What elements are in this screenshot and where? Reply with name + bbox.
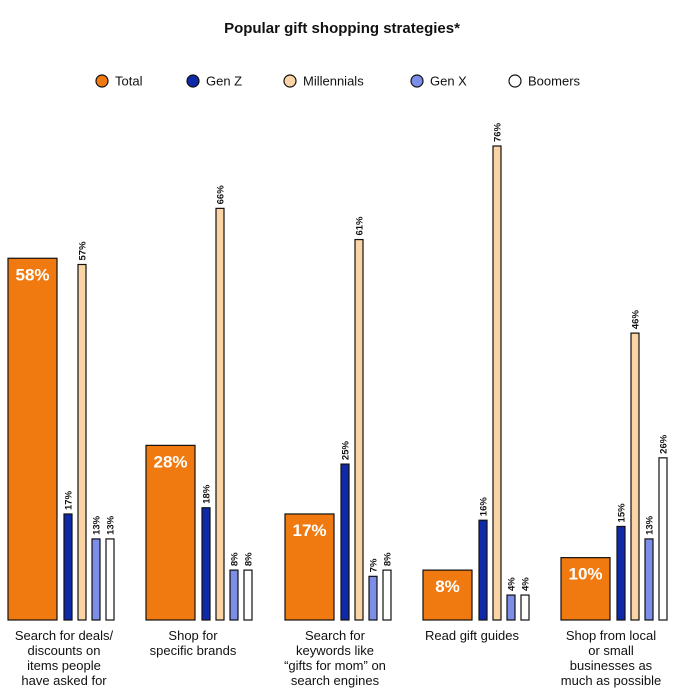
data-label-total-5: 10% xyxy=(568,565,602,584)
bar-gen-x-2 xyxy=(229,569,239,621)
legend-label-total: Total xyxy=(115,74,143,89)
bar-boomers-5 xyxy=(658,457,668,621)
bar-boomers-2 xyxy=(243,569,253,621)
data-label-total-1: 58% xyxy=(15,265,49,284)
bar-gen-z-4 xyxy=(478,519,488,621)
data-label-gen-z-4: 16% xyxy=(479,497,490,517)
bar-boomers-3 xyxy=(382,569,392,621)
legend-label-gen-x: Gen X xyxy=(430,74,467,89)
data-label-gen-x-4: 4% xyxy=(507,577,518,591)
data-label-total-4: 8% xyxy=(435,577,460,596)
data-label-gen-z-2: 18% xyxy=(202,484,213,504)
bar-total-4 xyxy=(422,569,473,621)
category-label-line: specific brands xyxy=(150,643,237,658)
data-label-gen-z-1: 17% xyxy=(64,490,75,510)
category-label-line: much as possible xyxy=(561,673,661,688)
category-label-line: businesses as xyxy=(570,658,653,673)
category-label-2: Shop for specific brands xyxy=(150,628,237,658)
category-label-line: Shop for xyxy=(168,628,218,643)
category-label-line: keywords like xyxy=(296,643,374,658)
bar-gen-z-5 xyxy=(616,525,626,621)
data-label-gen-x-3: 7% xyxy=(369,558,380,572)
legend-swatch-total xyxy=(95,74,109,88)
category-label-3: Search for keywords like “gifts for mom” o… xyxy=(284,628,386,688)
legend-label-millennials: Millennials xyxy=(303,74,364,89)
category-label-line: search engines xyxy=(291,673,380,688)
data-label-total-2: 28% xyxy=(153,452,187,471)
legend-label-gen-z: Gen Z xyxy=(206,74,242,89)
bar-gen-z-2 xyxy=(201,507,211,621)
bar-boomers-4 xyxy=(520,594,530,621)
bar-gen-z-1 xyxy=(63,513,73,621)
category-label-line: items people xyxy=(27,658,101,673)
legend-swatch-gen-z xyxy=(186,74,200,88)
bar-gen-x-1 xyxy=(91,538,101,621)
data-label-gen-x-2: 8% xyxy=(230,552,241,566)
data-label-boomers-3: 8% xyxy=(383,552,394,566)
bar-millennials-4 xyxy=(492,145,502,621)
category-label-line: Search for xyxy=(305,628,366,643)
bar-total-2 xyxy=(145,444,196,621)
category-label-line: discounts on xyxy=(28,643,101,658)
data-label-boomers-4: 4% xyxy=(521,577,532,591)
bar-total-5 xyxy=(560,557,611,621)
data-label-millennials-2: 66% xyxy=(216,185,227,205)
bar-millennials-5 xyxy=(630,332,640,621)
bar-total-1 xyxy=(7,257,58,621)
chart-title: Popular gift shopping strategies* xyxy=(224,20,460,37)
category-label-4: Read gift guides xyxy=(425,628,519,643)
data-label-millennials-5: 46% xyxy=(631,310,642,330)
legend-swatch-gen-x xyxy=(410,74,424,88)
data-label-gen-z-3: 25% xyxy=(341,441,352,461)
bar-millennials-2 xyxy=(215,207,225,621)
bar-boomers-1 xyxy=(105,538,115,621)
category-label-line: Search for deals/ xyxy=(15,628,114,643)
legend: Total Gen Z Millennials Gen X Boomers xyxy=(95,74,581,89)
bars: 58%17%57%13% 13%28%18%66%8% 8%17%25%61%7% 8… xyxy=(7,122,670,621)
bar-gen-x-3 xyxy=(368,575,378,621)
bar-gen-x-5 xyxy=(644,538,654,621)
data-label-millennials-4: 76% xyxy=(493,122,504,142)
data-label-gen-z-5: 15% xyxy=(617,503,628,523)
data-label-boomers-1: 13% xyxy=(106,515,117,535)
legend-swatch-millennials xyxy=(283,74,297,88)
bar-gen-z-3 xyxy=(340,463,350,621)
category-labels: Search for deals/discounts on items peopl… xyxy=(15,628,661,688)
data-label-gen-x-5: 13% xyxy=(645,515,656,535)
data-label-boomers-5: 26% xyxy=(659,434,670,454)
category-label-line: have asked for xyxy=(21,673,107,688)
category-label-line: Read gift guides xyxy=(425,628,519,643)
category-label-5: Shop from local or small businesses as much… xyxy=(561,628,661,688)
data-label-millennials-1: 57% xyxy=(78,241,89,261)
category-label-line: Shop from local xyxy=(566,628,656,643)
legend-label-boomers: Boomers xyxy=(528,74,581,89)
category-label-line: “gifts for mom” on xyxy=(284,658,386,673)
data-label-total-3: 17% xyxy=(292,521,326,540)
category-label-1: Search for deals/discounts on items peopl… xyxy=(15,628,114,688)
bar-gen-x-4 xyxy=(506,594,516,621)
category-label-line: or small xyxy=(588,643,634,658)
data-label-millennials-3: 61% xyxy=(355,216,366,236)
bar-millennials-1 xyxy=(77,263,87,621)
legend-swatch-boomers xyxy=(508,74,522,88)
data-label-boomers-2: 8% xyxy=(244,552,255,566)
data-label-gen-x-1: 13% xyxy=(92,515,103,535)
bar-millennials-3 xyxy=(354,238,364,621)
bar-total-3 xyxy=(284,513,335,621)
